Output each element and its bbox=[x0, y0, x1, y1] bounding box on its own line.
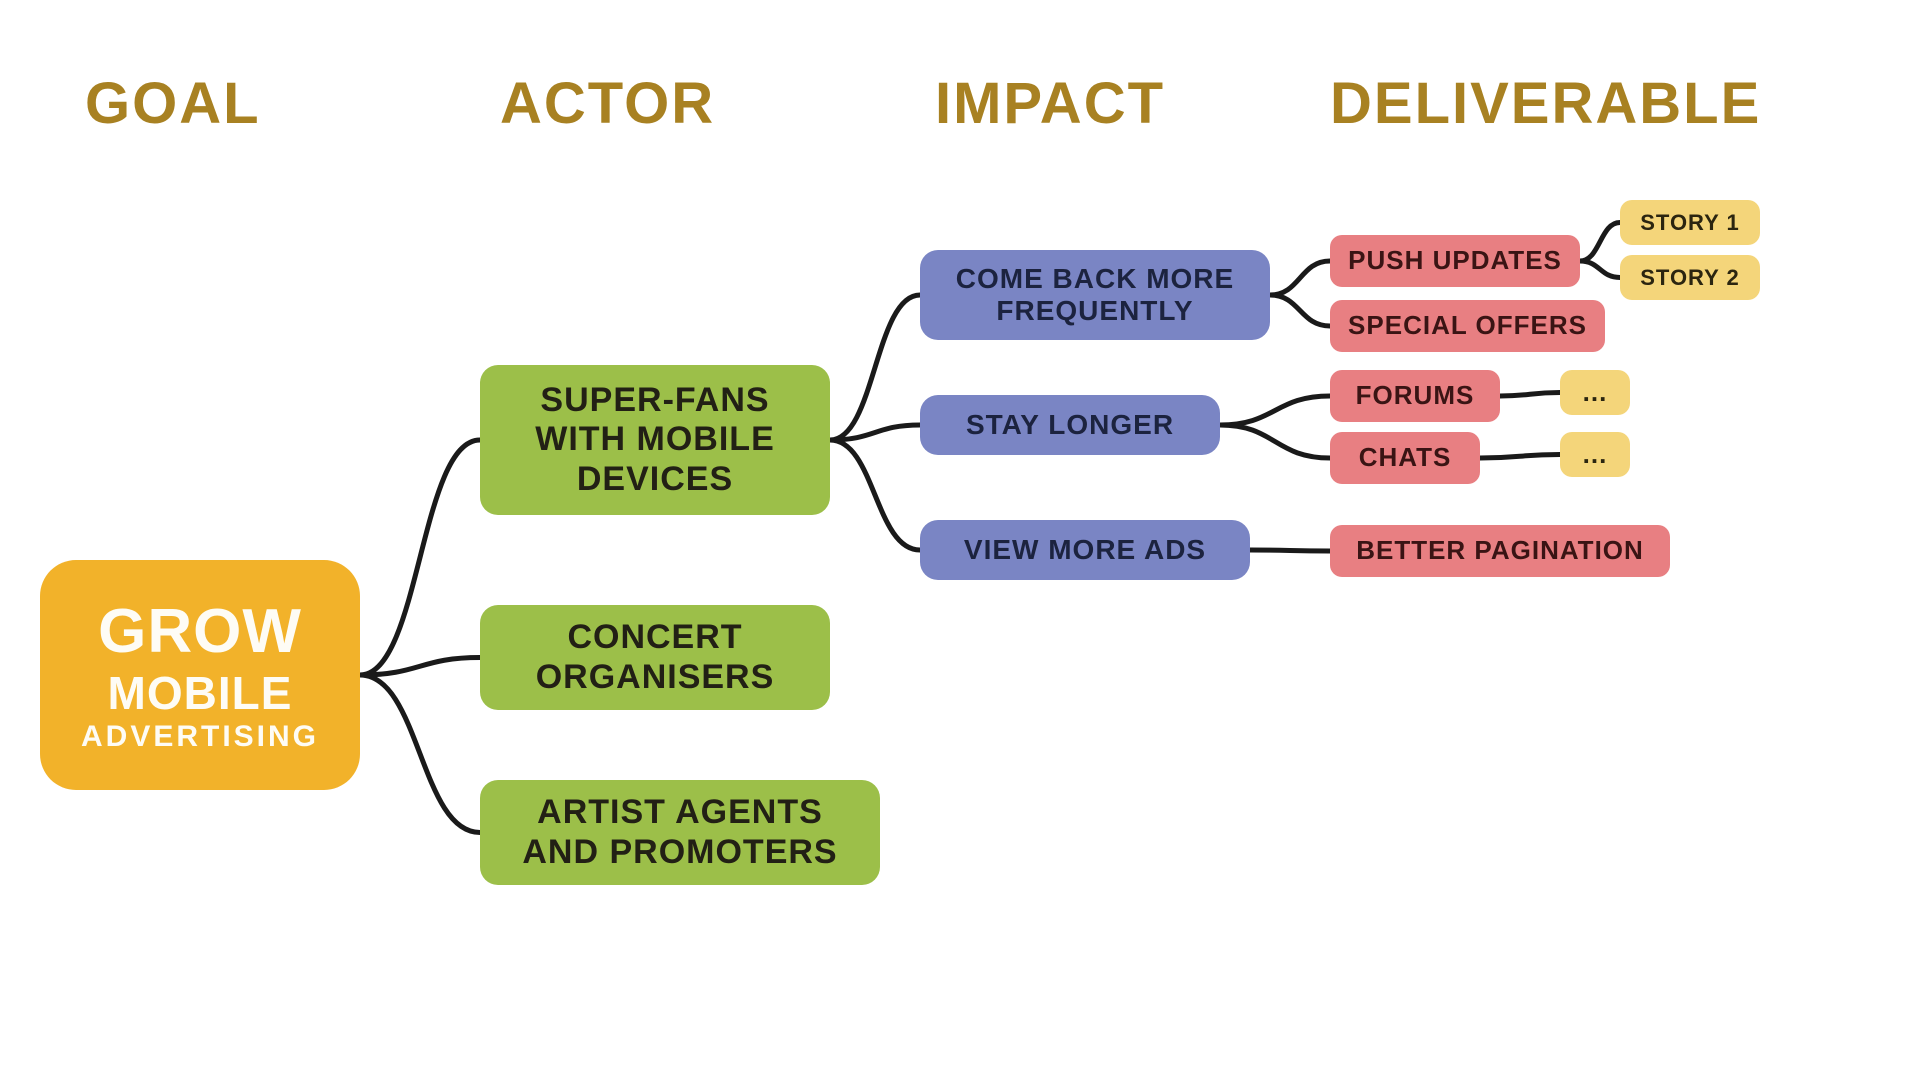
impact-stay: STAY LONGER bbox=[920, 395, 1220, 455]
edge-impact-ads-to-deliv-pagination bbox=[1250, 550, 1330, 551]
goal-line2: MOBILE bbox=[108, 667, 293, 720]
goal-line3: ADVERTISING bbox=[81, 720, 319, 755]
edge-actor-superfans-to-impact-ads bbox=[830, 440, 920, 550]
edge-goal-to-actor-concert bbox=[360, 658, 480, 676]
hdr-deliverable: DELIVERABLE bbox=[1330, 70, 1761, 137]
hdr-goal: GOAL bbox=[85, 70, 261, 137]
deliv-forums: FORUMS bbox=[1330, 370, 1500, 422]
edge-actor-superfans-to-impact-stay bbox=[830, 425, 920, 440]
deliv-chats: CHATS bbox=[1330, 432, 1480, 484]
story2: STORY 2 bbox=[1620, 255, 1760, 300]
hdr-actor: ACTOR bbox=[500, 70, 715, 137]
hdr-impact: IMPACT bbox=[935, 70, 1165, 137]
edge-impact-comeback-to-deliv-push bbox=[1270, 261, 1330, 295]
impact-ads: VIEW MORE ADS bbox=[920, 520, 1250, 580]
story-chats-more: ... bbox=[1560, 432, 1630, 477]
goal: GROWMOBILEADVERTISING bbox=[40, 560, 360, 790]
story-forums-more: ... bbox=[1560, 370, 1630, 415]
deliv-offers: SPECIAL OFFERS bbox=[1330, 300, 1605, 352]
actor-superfans: SUPER-FANS WITH MOBILE DEVICES bbox=[480, 365, 830, 515]
goal-line1: GROW bbox=[98, 596, 302, 667]
actor-agents: ARTIST AGENTS AND PROMOTERS bbox=[480, 780, 880, 885]
edge-impact-comeback-to-deliv-offers bbox=[1270, 295, 1330, 326]
impact-comeback: COME BACK MORE FREQUENTLY bbox=[920, 250, 1270, 340]
actor-concert: CONCERT ORGANISERS bbox=[480, 605, 830, 710]
edge-actor-superfans-to-impact-comeback bbox=[830, 295, 920, 440]
edge-goal-to-actor-agents bbox=[360, 675, 480, 833]
edge-deliv-chats-to-story-chats-more bbox=[1480, 455, 1560, 459]
edge-deliv-forums-to-story-forums-more bbox=[1500, 393, 1560, 397]
edge-impact-stay-to-deliv-forums bbox=[1220, 396, 1330, 425]
edge-deliv-push-to-story1 bbox=[1580, 223, 1620, 262]
deliv-push: PUSH UPDATES bbox=[1330, 235, 1580, 287]
story1: STORY 1 bbox=[1620, 200, 1760, 245]
impact-map-diagram: GOAL ACTOR IMPACT DELIVERABLE GROWMOBILEADVE… bbox=[0, 0, 1920, 1080]
edge-goal-to-actor-superfans bbox=[360, 440, 480, 675]
edge-impact-stay-to-deliv-chats bbox=[1220, 425, 1330, 458]
edge-deliv-push-to-story2 bbox=[1580, 261, 1620, 278]
deliv-pagination: BETTER PAGINATION bbox=[1330, 525, 1670, 577]
